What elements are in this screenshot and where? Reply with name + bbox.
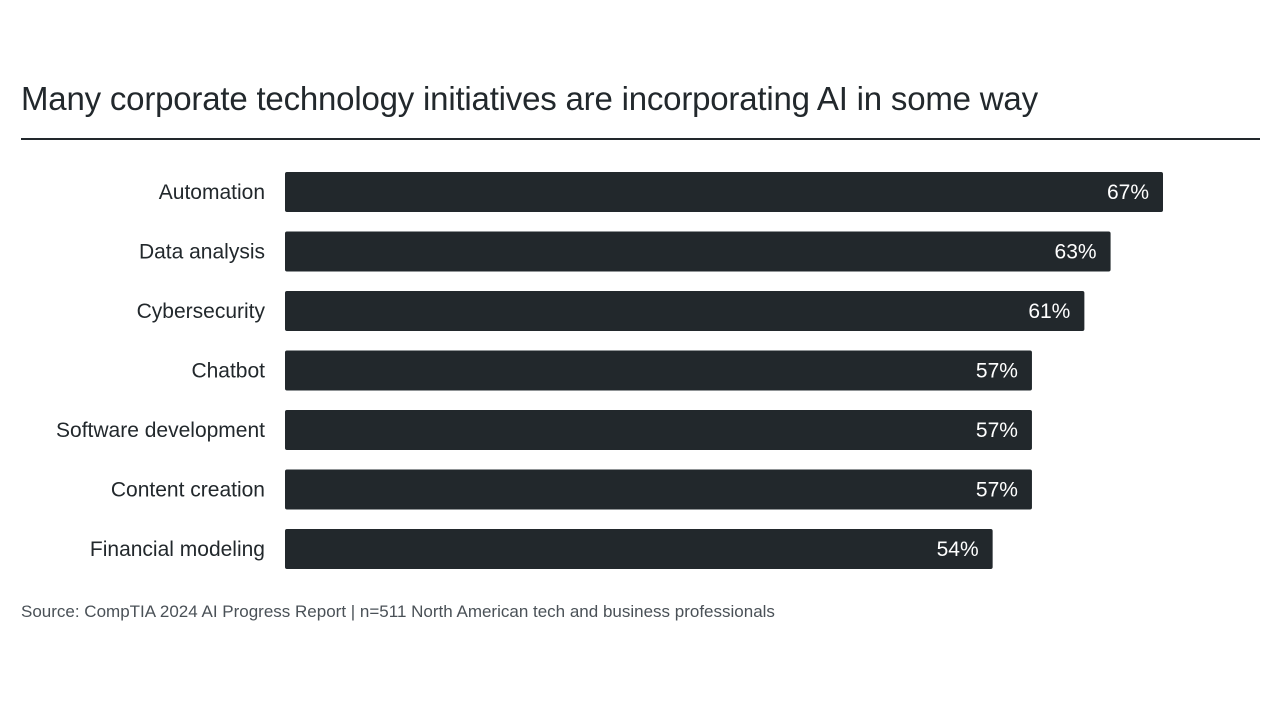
category-label: Automation: [159, 181, 265, 204]
bar: [285, 469, 1032, 510]
source-note: Source: CompTIA 2024 AI Progress Report …: [21, 602, 775, 621]
bar: [285, 410, 1032, 450]
category-label: Data analysis: [139, 241, 265, 264]
value-label: 63%: [1055, 241, 1097, 264]
title-divider: [21, 138, 1260, 140]
bar: [285, 231, 1111, 272]
bar: [285, 350, 1032, 391]
chart-title: Many corporate technology initiatives ar…: [21, 80, 1038, 117]
value-label: 54%: [937, 538, 979, 561]
category-label: Software development: [56, 419, 265, 442]
value-label: 67%: [1107, 181, 1149, 204]
category-label: Content creation: [111, 479, 265, 502]
category-label: Chatbot: [191, 360, 265, 383]
value-label: 57%: [976, 479, 1018, 502]
bar: [285, 172, 1163, 212]
value-label: 57%: [976, 419, 1018, 442]
category-label: Cybersecurity: [137, 300, 266, 323]
bar: [285, 291, 1085, 331]
bar-chart: Automation 67% Data analysis 63% Cybersecuri…: [56, 172, 1163, 569]
value-label: 61%: [1028, 300, 1070, 323]
category-label: Financial modeling: [90, 538, 265, 561]
bar: [285, 529, 993, 569]
value-label: 57%: [976, 360, 1018, 383]
